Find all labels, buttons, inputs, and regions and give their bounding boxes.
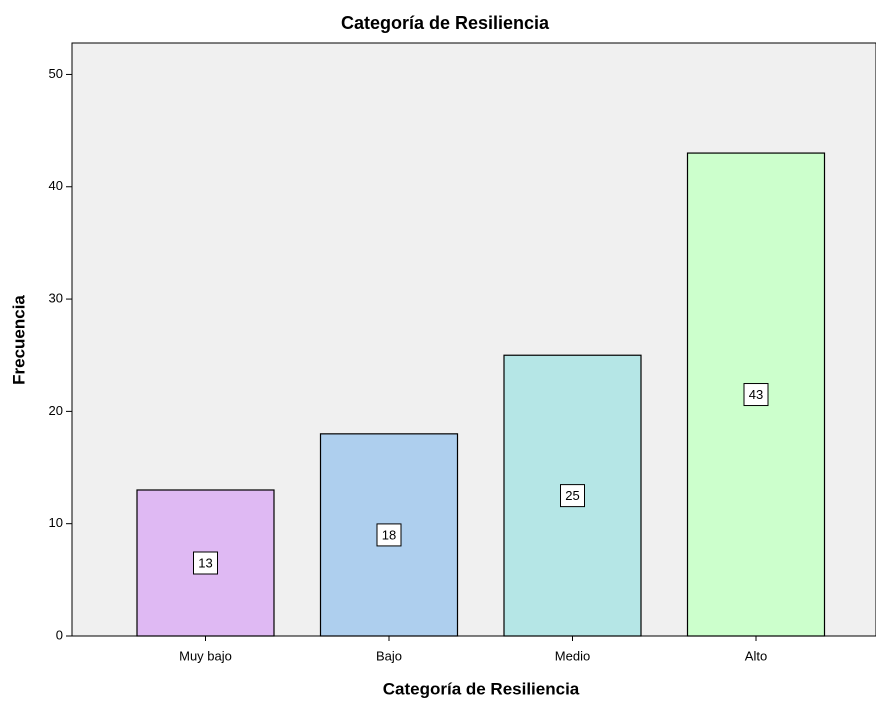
value-label: 13 bbox=[198, 555, 212, 570]
value-label-box bbox=[743, 383, 769, 407]
x-tick-label: Bajo bbox=[376, 648, 402, 663]
value-label: 25 bbox=[565, 488, 579, 503]
value-label-box bbox=[193, 551, 218, 575]
value-label-box bbox=[376, 523, 402, 547]
x-tick-label: Alto bbox=[745, 648, 767, 663]
x-tick-label: Muy bajo bbox=[179, 648, 232, 663]
y-tick-label: 30 bbox=[49, 291, 63, 306]
y-tick-label: 50 bbox=[49, 66, 63, 81]
y-axis-title: Frecuencia bbox=[9, 295, 28, 385]
y-tick-label: 10 bbox=[49, 515, 63, 530]
y-tick-label: 20 bbox=[49, 403, 63, 418]
chart-title: Categoría de Resiliencia bbox=[341, 13, 550, 33]
x-tick-label: Medio bbox=[555, 648, 590, 663]
value-label: 43 bbox=[749, 387, 763, 402]
y-tick-label: 0 bbox=[56, 627, 63, 642]
value-label-box bbox=[560, 484, 585, 508]
x-axis-title: Categoría de Resiliencia bbox=[383, 679, 580, 698]
y-tick-label: 40 bbox=[49, 178, 63, 193]
value-label: 18 bbox=[382, 527, 396, 542]
